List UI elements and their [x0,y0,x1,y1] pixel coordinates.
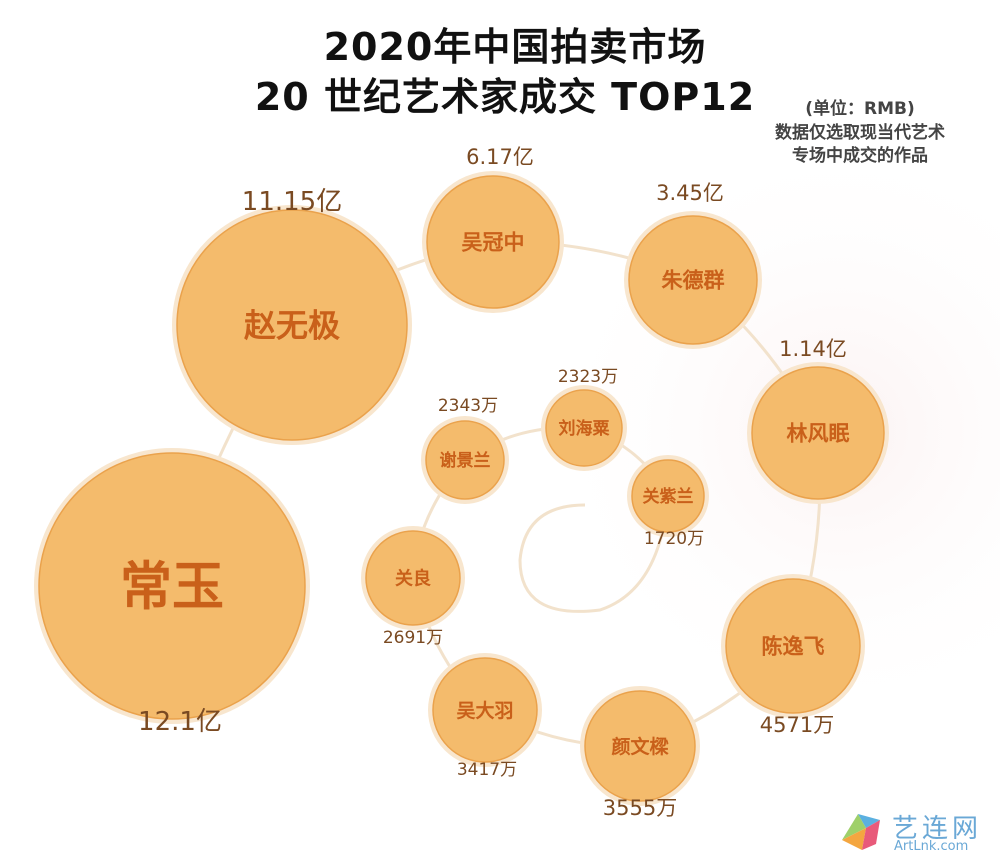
bubble-3: 吴冠中 6.17亿 [422,145,564,313]
artist-value-label: 3417万 [457,760,517,780]
bubble-circle [725,578,861,714]
bubble-10: 谢景兰 2343万 [421,396,509,504]
bubble-11: 刘海粟 2323万 [541,367,627,471]
artist-name: 林风眠 [787,422,850,446]
bubble-2: 赵无极 11.15亿 [172,187,412,445]
artist-value-label: 1.14亿 [779,337,847,361]
bubble-circle [38,452,306,720]
artist-value-label: 11.15亿 [242,187,342,217]
artist-value-label: 3.45亿 [656,181,724,205]
bubble-1: 常玉 12.1亿 [34,448,310,737]
bubble-circle [751,366,885,500]
artist-name: 关良 [395,567,431,589]
artist-value-label: 2323万 [558,367,618,387]
bubble-circle [176,209,408,441]
bubble-circle [584,690,696,802]
artist-name: 谢景兰 [440,450,491,471]
artist-name: 刘海粟 [559,418,611,439]
artist-name: 吴大羽 [456,699,513,722]
artist-name: 常玉 [120,558,224,618]
artist-value-label: 1720万 [644,529,704,549]
bubble-12: 关紫兰 1720万 [627,455,709,549]
artlnk-logo-icon [842,814,880,850]
bubble-8: 吴大羽 3417万 [428,653,542,780]
artist-value-label: 4571万 [760,713,834,737]
bubble-4: 朱德群 3.45亿 [624,181,762,349]
note-line1: 数据仅选取现当代艺术 [775,123,945,143]
bubble-circle [432,657,538,763]
artist-value-label: 3555万 [603,796,677,820]
bubble-circle [426,175,560,309]
bubble-circle [628,215,758,345]
artist-name: 吴冠中 [462,231,525,255]
artist-name: 颜文樑 [611,735,669,758]
watermark: 艺连网 ArtLnk.com [836,806,986,856]
note-line2: 专场中成交的作品 [792,146,928,166]
artist-value-label: 2343万 [438,396,498,416]
artist-value-label: 6.17亿 [466,145,534,169]
bubble-7: 颜文樑 3555万 [580,686,700,820]
unit-note: (单位：RMB) [805,99,915,119]
artist-name: 朱德群 [662,269,725,293]
chart-title-line1: 2020年中国拍卖市场 [323,25,707,69]
bubble-circle [545,389,623,467]
artist-value-label: 2691万 [383,628,443,648]
bubble-circle [365,530,461,626]
bubble-circle [425,420,505,500]
watermark-en: ArtLnk.com [894,839,969,854]
artist-name: 赵无极 [244,307,340,345]
artist-name: 关紫兰 [643,486,694,507]
artist-value-label: 12.1亿 [138,707,222,737]
bubble-5: 林风眠 1.14亿 [747,337,889,504]
artist-name: 陈逸飞 [762,635,825,659]
watermark-cn: 艺连网 [892,814,983,844]
bubble-9: 关良 2691万 [361,526,465,648]
chart-title-line2: 20 世纪艺术家成交 TOP12 [254,75,756,119]
bubble-6: 陈逸飞 4571万 [721,574,865,737]
bubble-circle [631,459,705,533]
